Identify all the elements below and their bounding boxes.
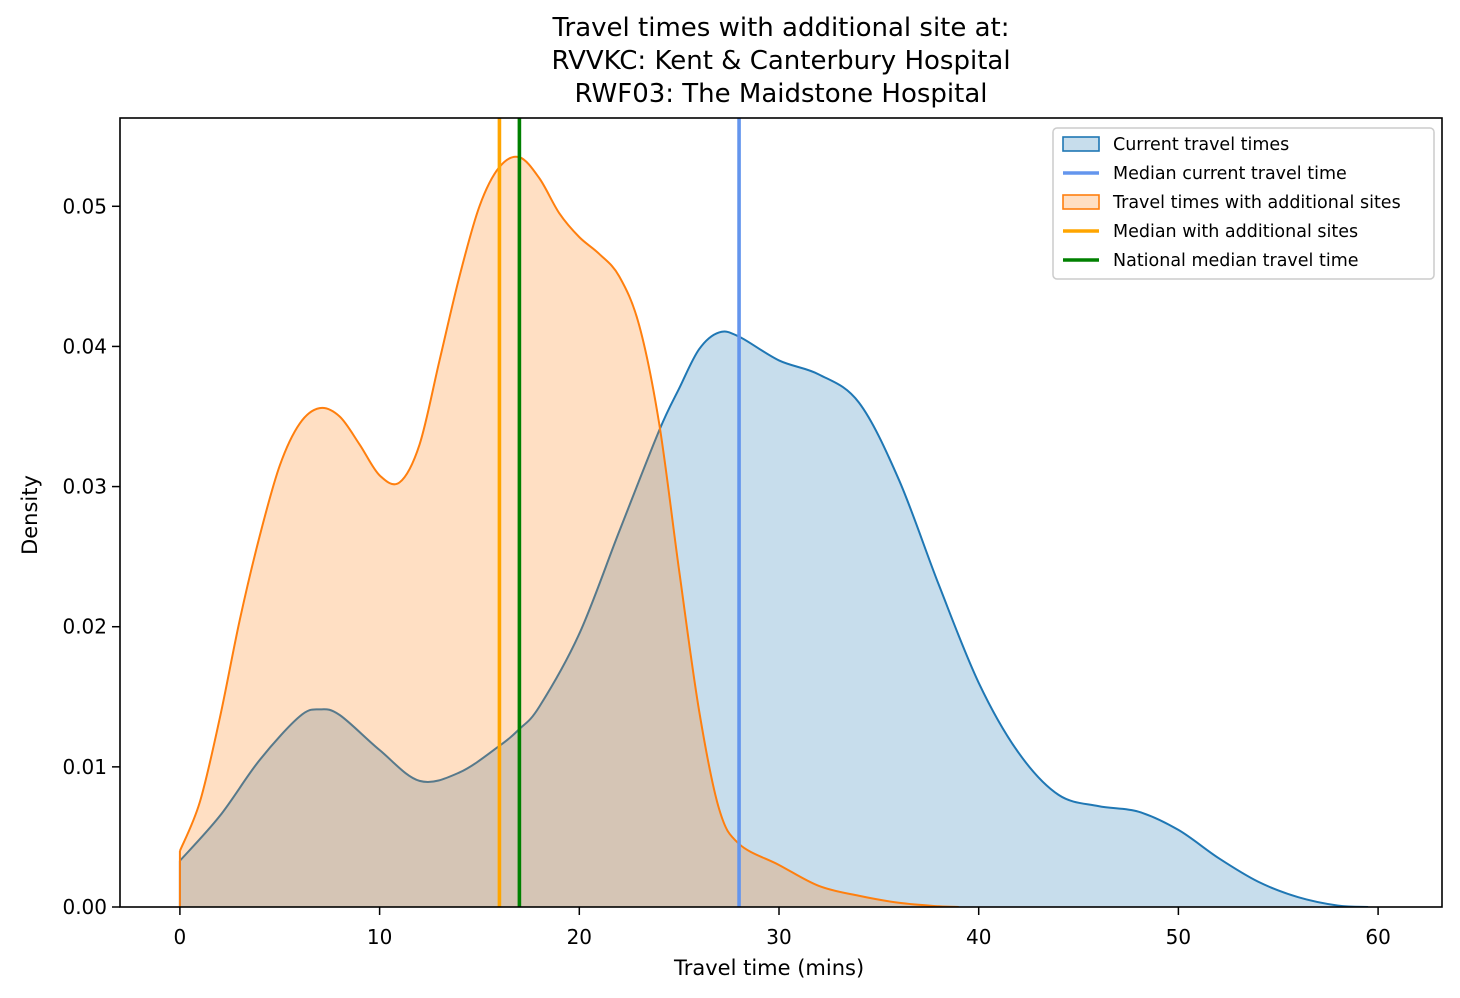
chart-title-line-2: RVVKC: Kent & Canterbury Hospital (551, 46, 1011, 76)
chart-title-line-3: RWF03: The Maidstone Hospital (574, 79, 988, 109)
y-tick-label-4: 0.04 (62, 334, 107, 358)
x-tick-label-1: 10 (367, 925, 392, 949)
density-fill-1 (179, 156, 959, 907)
y-tick-label-1: 0.01 (62, 755, 107, 779)
legend-swatch-0 (1062, 136, 1100, 152)
plot-frame (119, 117, 1443, 908)
x-axis-label: Travel time (mins) (674, 956, 865, 980)
chart-title-line-1: Travel times with additional site at: (552, 13, 1010, 43)
legend-box (1052, 127, 1435, 280)
x-tick-label-0: 0 (174, 925, 187, 949)
x-tick-label-6: 60 (1365, 925, 1390, 949)
x-tick-label-5: 50 (1166, 925, 1191, 949)
x-tick-label-4: 40 (966, 925, 991, 949)
legend-label-0: Current travel times (1113, 135, 1289, 155)
y-tick-label-2: 0.02 (62, 615, 107, 639)
x-tick-label-2: 20 (567, 925, 592, 949)
y-tick-label-5: 0.05 (62, 194, 107, 218)
legend-swatch-2 (1062, 194, 1100, 210)
y-tick-label-0: 0.00 (62, 895, 107, 919)
legend-label-1: Median current travel time (1113, 164, 1347, 184)
legend-label-3: Median with additional sites (1113, 222, 1358, 242)
plot-area (178, 118, 1369, 907)
x-tick-label-3: 30 (766, 925, 791, 949)
density-curve-0 (179, 330, 1369, 907)
legend-label-4: National median travel time (1113, 251, 1359, 271)
legend-label-2: Travel times with additional sites (1112, 193, 1401, 213)
y-tick-label-3: 0.03 (62, 475, 107, 499)
legend: Current travel times Median current trave… (1052, 127, 1435, 280)
y-axis-label: Density (18, 475, 42, 555)
